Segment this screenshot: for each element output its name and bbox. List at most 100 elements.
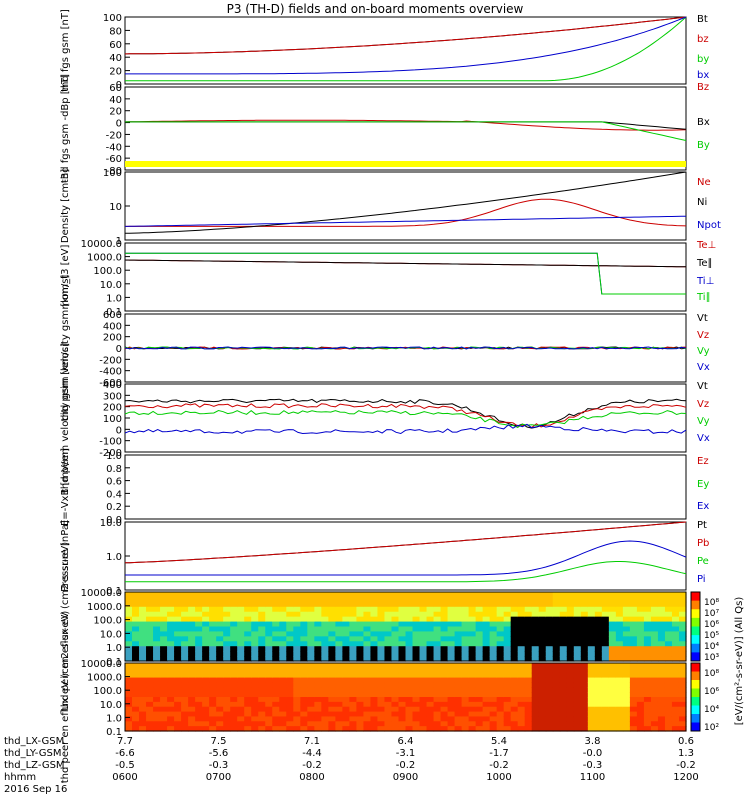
heatmap-cell <box>433 697 442 703</box>
heatmap-cell <box>188 611 196 618</box>
heatmap-cell <box>370 626 379 633</box>
y-tick-label: 400 <box>103 321 122 332</box>
heatmap-cell <box>405 721 414 727</box>
heatmap-cell <box>202 641 210 647</box>
heatmap-cell <box>272 687 280 693</box>
heatmap-cell <box>216 596 224 603</box>
heatmap-cell <box>643 672 652 679</box>
heatmap-cell <box>475 687 484 693</box>
heatmap-cell <box>195 697 203 703</box>
heatmap-cell <box>293 601 301 608</box>
heatmap-cell <box>552 663 561 669</box>
heatmap-cell <box>468 646 477 652</box>
heatmap-cell <box>377 701 386 708</box>
heatmap-cell <box>328 726 336 732</box>
heatmap-cell <box>398 592 407 598</box>
heatmap-cell <box>279 656 287 662</box>
heatmap-cell <box>300 663 308 669</box>
heatmap-cell <box>538 656 547 662</box>
heatmap-cell <box>279 663 287 669</box>
y-tick-label: 1.0 <box>106 643 122 654</box>
colorbar-band <box>691 609 700 619</box>
heatmap-cell <box>391 663 400 669</box>
heatmap-cell <box>237 721 245 727</box>
heatmap-cell <box>174 621 182 628</box>
heatmap-cell <box>314 721 322 727</box>
heatmap-cell <box>524 616 533 623</box>
legend-entry: By <box>697 140 710 151</box>
heatmap-cell <box>447 697 456 703</box>
heatmap-cell <box>573 667 582 674</box>
heatmap-cell <box>552 606 561 613</box>
y-axis-label: Pressure [nPa] <box>60 520 71 592</box>
heatmap-cell <box>559 692 568 698</box>
heatmap-cell <box>524 646 533 652</box>
y-tick-label: 100 <box>103 414 122 425</box>
heatmap-cell <box>468 621 477 628</box>
heatmap-cell <box>132 596 140 603</box>
heatmap-cell <box>237 726 245 732</box>
heatmap-cell <box>202 601 210 608</box>
heatmap-cell <box>391 606 400 613</box>
heatmap-cell <box>524 596 533 603</box>
heatmap-cell <box>146 611 154 618</box>
heatmap-cell <box>615 611 624 618</box>
heatmap-cell <box>265 601 273 608</box>
heatmap-cell <box>356 677 365 684</box>
ephemeris-value: 6.4 <box>398 736 414 747</box>
heatmap-cell <box>566 626 575 633</box>
y-tick-label: 300 <box>103 391 122 402</box>
heatmap-cell <box>265 726 273 732</box>
heatmap-cell <box>538 663 547 669</box>
heatmap-cell <box>202 706 210 713</box>
heatmap-cell <box>580 711 589 718</box>
heatmap-cell <box>580 616 589 623</box>
heatmap-cell <box>244 711 252 718</box>
heatmap-cell <box>650 636 659 642</box>
heatmap-cell <box>125 706 133 713</box>
heatmap-cell <box>531 692 540 698</box>
heatmap-cell <box>447 616 456 623</box>
heatmap-cell <box>384 697 393 703</box>
heatmap-cell <box>258 611 266 618</box>
y-tick-label: 100 <box>103 13 122 24</box>
heatmap-cell <box>153 616 161 623</box>
heatmap-cell <box>223 601 231 608</box>
heatmap-cell <box>475 651 484 657</box>
heatmap-cell <box>482 651 491 657</box>
heatmap-cell <box>160 701 168 708</box>
heatmap-cell <box>223 687 231 693</box>
heatmap-cell <box>335 636 343 642</box>
heatmap-cell <box>461 601 470 608</box>
heatmap-cell <box>496 667 505 674</box>
heatmap-cell <box>622 687 631 693</box>
heatmap-cell <box>188 656 196 662</box>
heatmap-cell <box>209 682 217 688</box>
heatmap-cell <box>349 596 358 603</box>
heatmap-cell <box>223 677 231 684</box>
colorbar-tick: 10⁸ <box>704 598 719 608</box>
heatmap-cell <box>412 646 421 652</box>
heatmap-cell <box>139 667 147 674</box>
ephemeris-value: -6.6 <box>115 748 135 759</box>
heatmap-cell <box>503 663 512 669</box>
heatmap-cell <box>531 711 540 718</box>
series-line <box>124 259 687 268</box>
heatmap-cell <box>125 721 133 727</box>
heatmap-cell <box>279 667 287 674</box>
heatmap-cell <box>468 611 477 618</box>
heatmap-cell <box>573 636 582 642</box>
heatmap-cell <box>132 636 140 642</box>
heatmap-cell <box>433 706 442 713</box>
heatmap-cell <box>370 601 379 608</box>
heatmap-cell <box>503 631 512 637</box>
heatmap-cell <box>433 606 442 613</box>
heatmap-cell <box>216 656 224 662</box>
heatmap-cell <box>363 692 372 698</box>
ephemeris-value: 1.3 <box>678 748 694 759</box>
heatmap-cell <box>216 601 224 608</box>
heatmap-cell <box>566 616 575 623</box>
heatmap-cell <box>580 682 589 688</box>
heatmap-cell <box>384 692 393 698</box>
heatmap-cell <box>503 651 512 657</box>
